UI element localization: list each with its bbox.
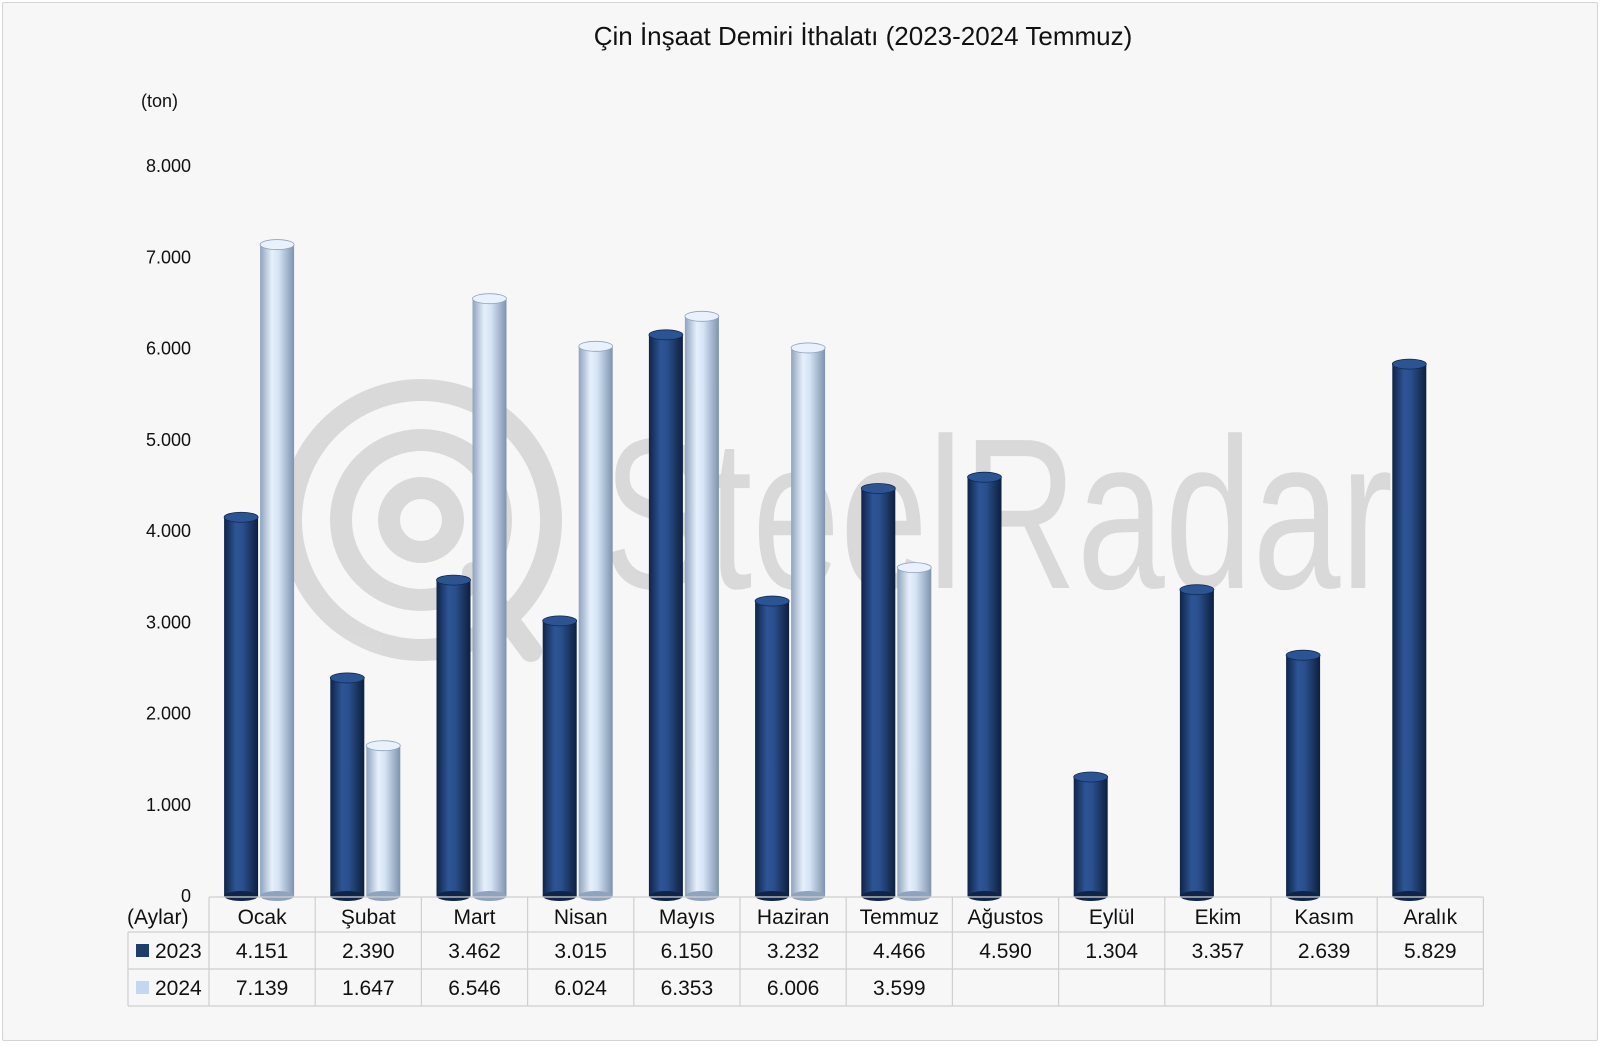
data-label-2024: 3.599 [873, 977, 926, 1000]
legend-swatch-2023 [136, 944, 149, 957]
y-tick-label: 2.000 [146, 704, 191, 724]
x-tick-label: Nisan [554, 906, 608, 929]
x-tick-label: Ağustos [968, 906, 1044, 929]
data-label-2024: 6.024 [554, 977, 607, 1000]
bar-2024-5 [790, 342, 826, 901]
y-tick-label: 5.000 [146, 430, 191, 450]
bar-2023-2 [436, 574, 471, 901]
bar-2023-5 [754, 595, 790, 901]
data-label-2023: 3.357 [1192, 940, 1245, 963]
legend-label-2023: 2023 [155, 940, 202, 963]
data-label-2023: 3.232 [767, 940, 820, 963]
bar-2024-3 [578, 340, 614, 901]
bar-2023-10 [1285, 649, 1321, 901]
bar-2023-7 [967, 471, 1002, 901]
y-tick-label: 3.000 [146, 612, 191, 632]
y-tick-label: 1.000 [146, 795, 191, 815]
bar-2024-0 [259, 239, 295, 901]
bar-2024-6 [896, 562, 932, 901]
bar-2023-4 [648, 329, 684, 901]
data-label-2023: 3.462 [448, 940, 501, 963]
x-tick-label: Haziran [757, 906, 829, 929]
x-tick-label: Kasım [1294, 906, 1354, 929]
x-tick-label: Aralık [1403, 906, 1457, 929]
x-tick-label: Temmuz [860, 906, 939, 929]
data-label-2023: 3.015 [554, 940, 607, 963]
bar-2023-11 [1391, 358, 1427, 901]
chart-svg: SteelRadar Çin İnşaat Demiri İthalatı (2… [127, 21, 1485, 1007]
chart-title: Çin İnşaat Demiri İthalatı (2023-2024 Te… [594, 21, 1133, 51]
x-tick-label: Ekim [1195, 906, 1242, 929]
data-label-2024: 6.006 [767, 977, 820, 1000]
data-label-2023: 5.829 [1404, 940, 1457, 963]
y-tick-label: 4.000 [146, 521, 191, 541]
data-label-2024: 7.139 [236, 977, 289, 1000]
legend-label-2024: 2024 [155, 977, 202, 1000]
bar-2023-8 [1073, 771, 1109, 901]
x-tick-label: Şubat [341, 906, 396, 929]
bar-2024-2 [472, 293, 507, 901]
bar-2024-1 [365, 740, 401, 901]
x-tick-label: Mayıs [659, 906, 715, 929]
y-tick-label: 6.000 [146, 339, 191, 359]
data-label-2024: 6.353 [661, 977, 714, 1000]
y-tick-label: 0 [181, 886, 191, 906]
x-tick-label: Mart [454, 906, 496, 929]
data-label-2023: 2.390 [342, 940, 395, 963]
y-axis-unit-label: (ton) [141, 91, 178, 111]
bar-2023-0 [223, 511, 259, 901]
x-axis-label: (Aylar) [127, 906, 188, 929]
y-tick-label: 8.000 [146, 156, 191, 176]
bar-2023-3 [542, 615, 578, 901]
data-label-2023: 2.639 [1298, 940, 1351, 963]
y-tick-label: 7.000 [146, 247, 191, 267]
data-label-2024: 6.546 [448, 977, 501, 1000]
data-label-2023: 4.151 [236, 940, 289, 963]
data-label-2023: 4.590 [979, 940, 1032, 963]
legend-swatch-2024 [136, 981, 149, 994]
data-table: (Aylar) Ocak Şubat Mart Nisan Mayıs Haziran Tem… [127, 896, 1485, 1007]
bars-group [223, 239, 1427, 901]
data-label-2023: 6.150 [661, 940, 714, 963]
bar-2023-6 [860, 483, 896, 901]
data-label-2023: 1.304 [1085, 940, 1138, 963]
bar-2023-1 [329, 672, 365, 901]
bar-2024-4 [684, 310, 720, 901]
x-tick-label: Eylül [1089, 906, 1135, 929]
data-label-2023: 4.466 [873, 940, 926, 963]
data-label-2024: 1.647 [342, 977, 395, 1000]
y-axis-ticks: 0 1.000 2.000 3.000 4.000 5.000 6.000 7.000 8.00… [146, 156, 191, 906]
x-tick-label: Ocak [238, 906, 288, 929]
bar-2023-9 [1179, 584, 1215, 901]
